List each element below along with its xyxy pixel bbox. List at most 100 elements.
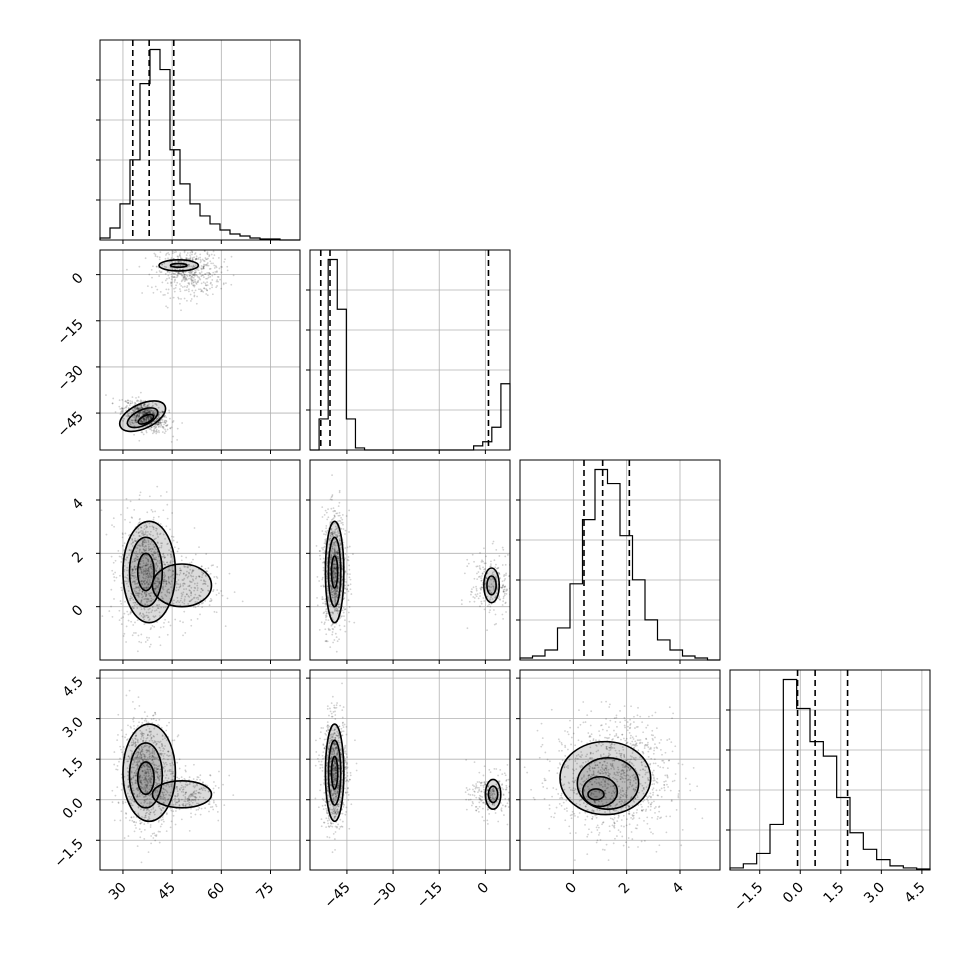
scatter-point bbox=[139, 548, 141, 551]
scatter-point bbox=[169, 569, 172, 572]
scatter-point bbox=[131, 539, 134, 541]
scatter-point bbox=[143, 403, 146, 406]
scatter-point bbox=[190, 793, 193, 796]
scatter-point bbox=[165, 790, 168, 793]
scatter-point bbox=[335, 590, 338, 593]
scatter-point bbox=[148, 780, 151, 782]
scatter-point bbox=[140, 757, 143, 759]
scatter-point bbox=[339, 541, 341, 544]
scatter-point bbox=[168, 271, 171, 274]
scatter-point bbox=[154, 740, 157, 743]
scatter-point bbox=[148, 727, 151, 730]
scatter-point bbox=[475, 595, 478, 598]
scatter-point bbox=[127, 590, 130, 592]
scatter-point bbox=[169, 794, 172, 797]
scatter-point bbox=[161, 425, 164, 428]
scatter-point bbox=[149, 797, 151, 800]
scatter-point bbox=[152, 411, 155, 414]
scatter-point bbox=[130, 572, 133, 574]
scatter-point bbox=[149, 563, 152, 566]
scatter-point bbox=[154, 426, 157, 429]
scatter-point bbox=[342, 523, 344, 526]
scatter-point bbox=[128, 549, 131, 551]
scatter-point bbox=[141, 420, 144, 423]
scatter-point bbox=[340, 727, 343, 730]
scatter-point bbox=[162, 556, 164, 558]
scatter-point bbox=[131, 738, 134, 740]
scatter-point bbox=[488, 585, 491, 588]
scatter-point bbox=[157, 776, 159, 778]
scatter-point bbox=[333, 576, 335, 579]
scatter-point bbox=[166, 783, 168, 786]
scatter-point bbox=[123, 407, 126, 410]
scatter-point bbox=[333, 563, 335, 566]
scatter-point bbox=[155, 570, 158, 573]
scatter-point bbox=[179, 253, 181, 256]
scatter-point bbox=[120, 729, 123, 732]
scatter-point bbox=[194, 258, 197, 261]
scatter-point bbox=[153, 550, 156, 553]
scatter-point bbox=[324, 541, 327, 544]
scatter-point bbox=[165, 595, 168, 597]
scatter-point bbox=[176, 735, 179, 738]
scatter-point bbox=[121, 751, 123, 754]
scatter-point bbox=[197, 281, 199, 283]
scatter-point bbox=[173, 546, 176, 549]
scatter-point bbox=[348, 564, 351, 567]
scatter-point bbox=[471, 591, 473, 594]
scatter-point bbox=[162, 757, 165, 760]
scatter-point bbox=[144, 784, 147, 787]
scatter-point bbox=[149, 776, 151, 779]
scatter-point bbox=[220, 271, 223, 274]
scatter-point bbox=[157, 406, 160, 409]
scatter-point bbox=[124, 736, 126, 739]
scatter-point bbox=[148, 495, 151, 498]
scatter-point bbox=[135, 586, 137, 589]
scatter-point bbox=[149, 548, 151, 551]
scatter-point bbox=[142, 557, 144, 559]
scatter-point bbox=[212, 262, 214, 265]
scatter-point bbox=[166, 306, 169, 309]
scatter-point bbox=[146, 808, 148, 811]
scatter-point bbox=[175, 601, 178, 604]
scatter-point bbox=[134, 416, 137, 419]
scatter-point bbox=[334, 772, 337, 775]
scatter-point bbox=[165, 561, 168, 564]
scatter-point bbox=[209, 287, 211, 290]
scatter-point bbox=[212, 801, 215, 804]
scatter-point bbox=[331, 735, 334, 738]
scatter-point bbox=[118, 609, 121, 612]
scatter-point bbox=[139, 774, 142, 777]
scatter-point bbox=[168, 549, 170, 552]
scatter-point bbox=[188, 783, 191, 786]
scatter-point bbox=[331, 518, 334, 521]
scatter-point bbox=[162, 767, 165, 770]
scatter-point bbox=[135, 407, 138, 410]
scatter-point bbox=[321, 516, 324, 518]
scatter-point bbox=[126, 760, 129, 763]
scatter-point bbox=[146, 787, 149, 789]
density-fill bbox=[486, 576, 497, 595]
scatter-point bbox=[132, 575, 135, 578]
scatter-point bbox=[232, 794, 235, 797]
scatter-point bbox=[131, 574, 134, 577]
scatter-point bbox=[491, 571, 494, 574]
scatter-point bbox=[143, 801, 146, 804]
scatter-point bbox=[168, 769, 171, 771]
scatter-point bbox=[334, 589, 337, 592]
scatter-point bbox=[488, 611, 491, 614]
scatter-point bbox=[142, 577, 145, 580]
scatter-point bbox=[160, 809, 163, 812]
scatter-point bbox=[154, 568, 157, 571]
scatter-point bbox=[143, 799, 146, 802]
scatter-point bbox=[138, 411, 141, 414]
scatter-point bbox=[125, 497, 128, 500]
scatter-point bbox=[144, 409, 147, 412]
scatter-point bbox=[159, 807, 162, 810]
scatter-point bbox=[140, 411, 143, 414]
scatter-point bbox=[150, 268, 153, 271]
scatter-point bbox=[145, 812, 147, 815]
scatter-point bbox=[208, 810, 210, 813]
scatter-point bbox=[191, 801, 194, 804]
scatter-point bbox=[143, 781, 146, 784]
